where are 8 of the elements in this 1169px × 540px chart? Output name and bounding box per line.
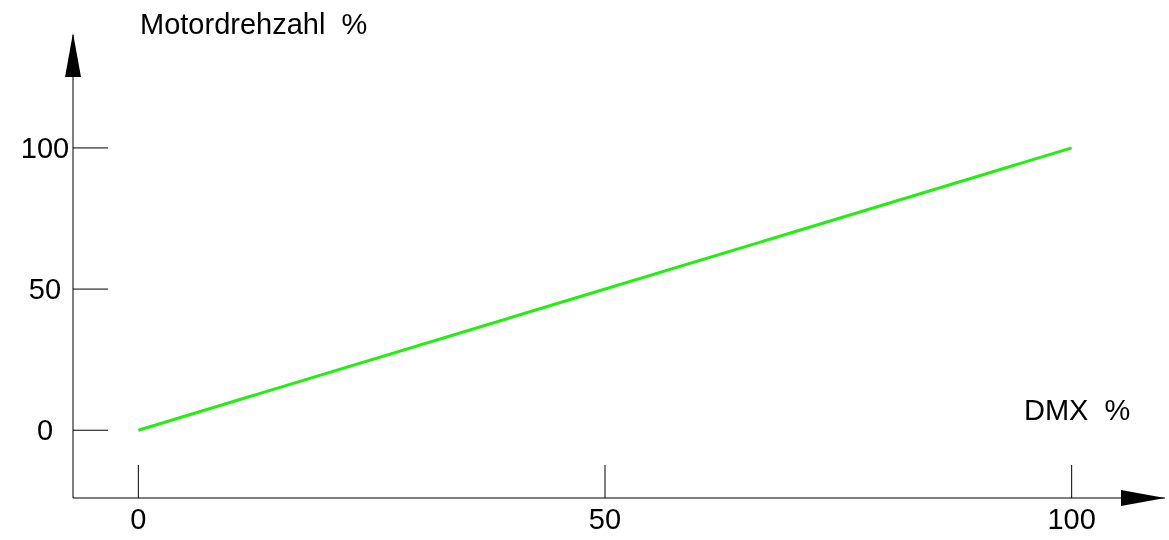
- x-axis-title: DMX %: [1024, 394, 1131, 427]
- y-tick-label: 100: [20, 131, 70, 164]
- x-tick-label: 0: [130, 503, 147, 535]
- y-tick-label: 0: [36, 414, 54, 447]
- y-tick-label: 50: [28, 273, 62, 306]
- y-axis-title: Motordrehzahl %: [140, 8, 368, 41]
- x-tick-label: 50: [588, 503, 622, 535]
- x-tick-label: 100: [1047, 503, 1096, 535]
